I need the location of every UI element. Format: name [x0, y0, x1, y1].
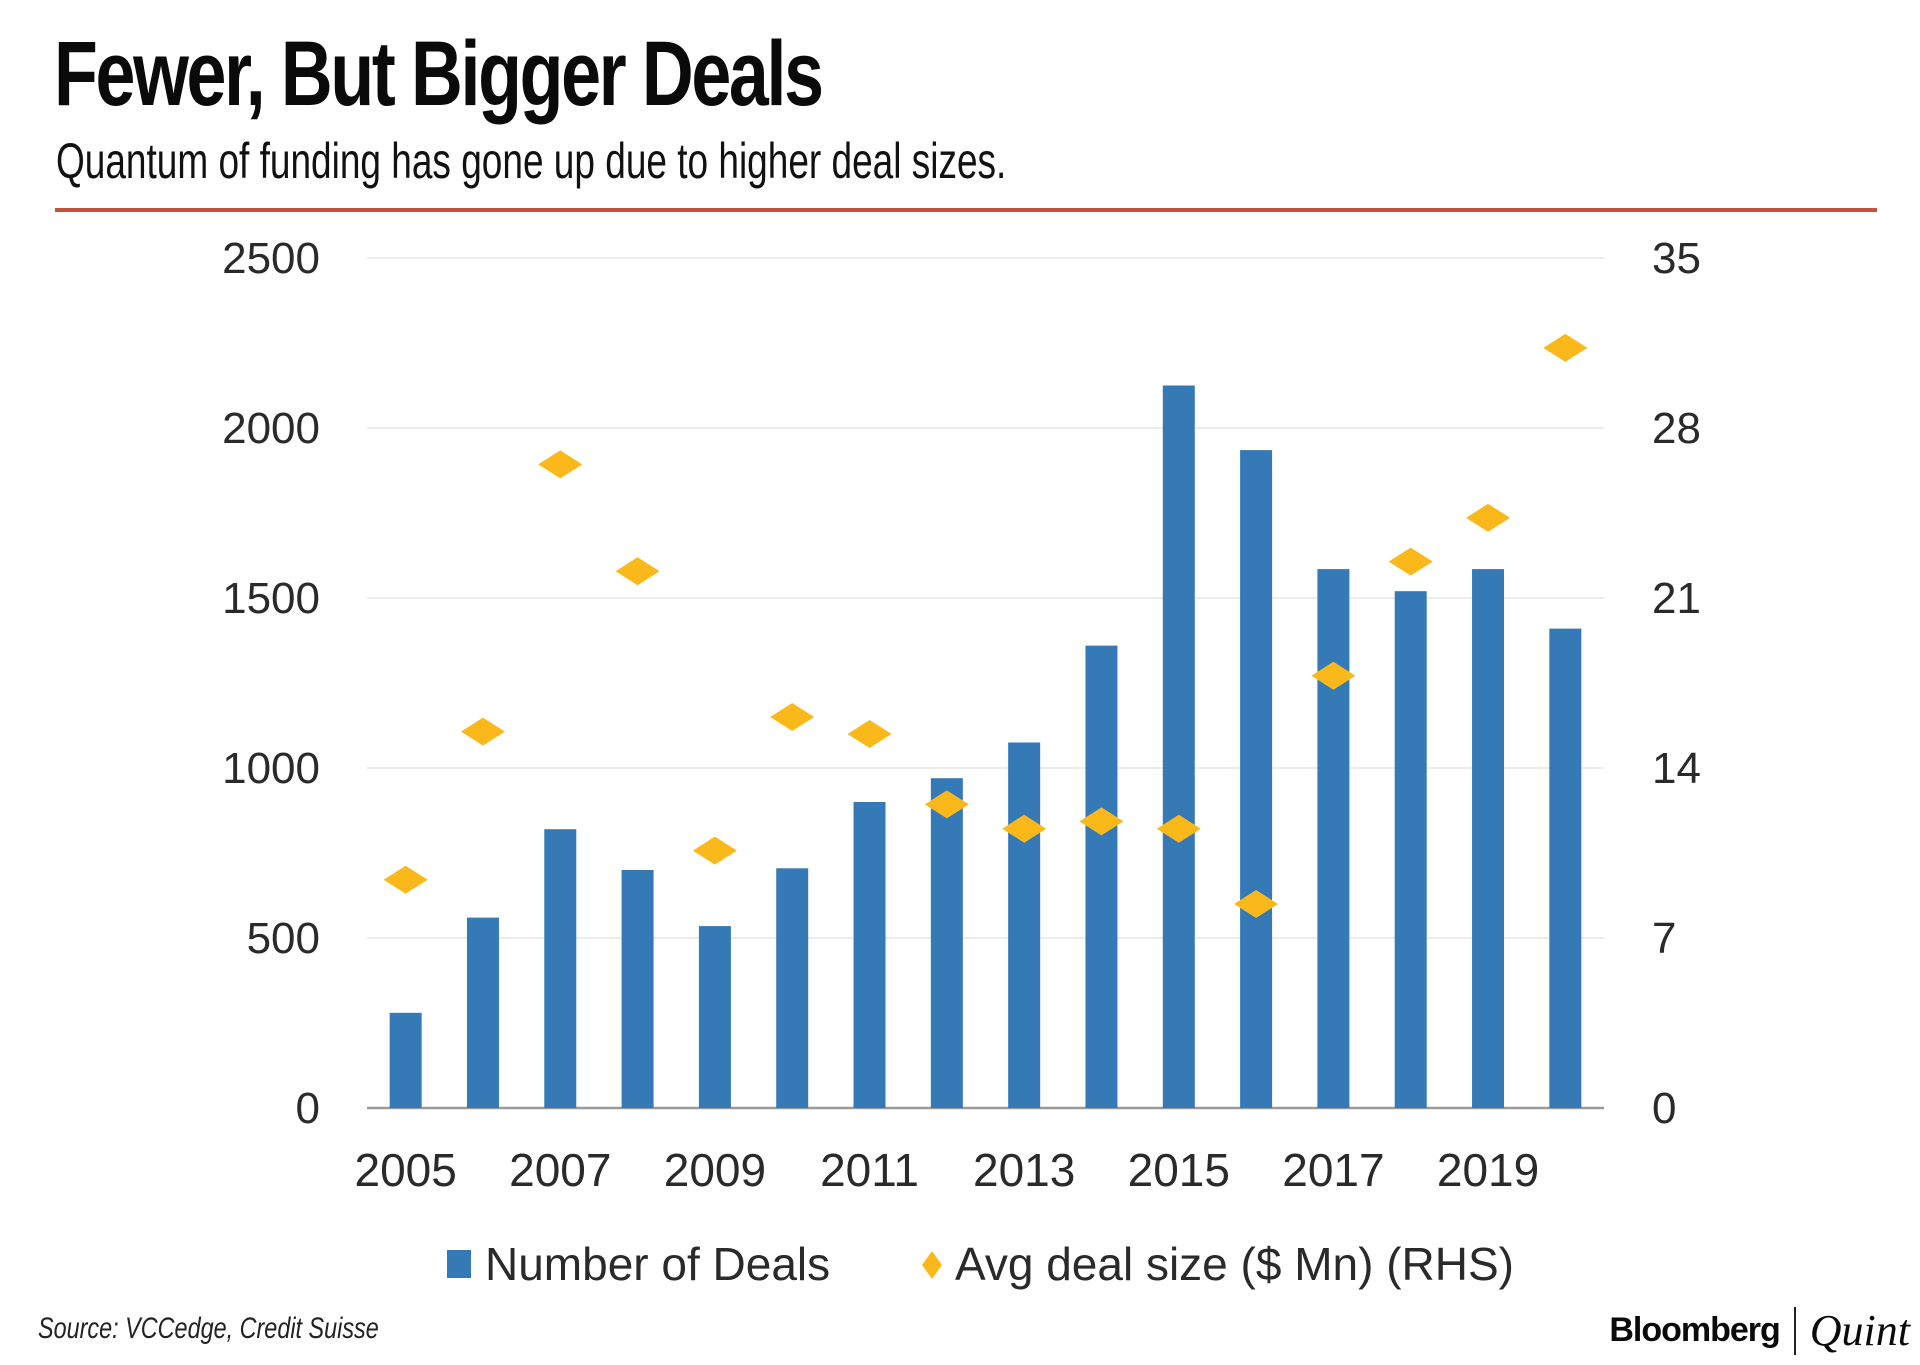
y2-tick-label: 0: [1652, 1084, 1676, 1133]
y2-tick-label: 21: [1652, 574, 1701, 623]
diamond-point: [1311, 661, 1356, 690]
y-tick-label: 2500: [222, 234, 320, 283]
legend-bar-swatch: [447, 1250, 471, 1278]
bar: [1549, 628, 1582, 1108]
bar: [1240, 450, 1273, 1109]
bar: [1008, 742, 1041, 1108]
brand-bloomberg: Bloomberg: [1609, 1311, 1780, 1349]
bar: [1394, 591, 1427, 1108]
diamond-point: [1156, 814, 1201, 843]
diamond-point: [1002, 814, 1047, 843]
bar: [1162, 385, 1195, 1108]
bar: [1317, 569, 1350, 1108]
y-tick-label: 1500: [222, 574, 320, 623]
diamond-point: [1234, 890, 1279, 918]
x-tick-label: 2011: [820, 1144, 919, 1196]
diamond-point: [615, 557, 660, 586]
x-tick-label: 2013: [973, 1144, 1075, 1196]
title-divider: [55, 208, 1877, 212]
legend-label-deals: Number of Deals: [485, 1238, 830, 1290]
bar: [621, 870, 654, 1108]
y2-tick-label: 28: [1652, 404, 1701, 453]
y-tick-label: 1000: [222, 744, 320, 793]
y-tick-label: 2000: [222, 404, 320, 453]
diamond-point: [460, 717, 505, 746]
brand-separator: [1793, 1306, 1796, 1355]
x-tick-label: 2015: [1128, 1144, 1230, 1196]
diamond-point: [770, 703, 815, 731]
bar: [930, 778, 963, 1108]
bar: [389, 1012, 422, 1108]
bar: [853, 802, 886, 1108]
legend-diamond-swatch: [922, 1251, 942, 1279]
brand-logo: Bloomberg Quint: [1609, 1305, 1910, 1356]
y2-tick-label: 14: [1652, 744, 1701, 793]
brand-quint: Quint: [1809, 1306, 1910, 1355]
bar: [1472, 569, 1505, 1108]
bar: [698, 926, 731, 1108]
y-axis-left: 0 500 1000 1500 2000 2500: [222, 234, 320, 1133]
x-tick-label: 2009: [664, 1144, 766, 1196]
legend-label-avg-size: Avg deal size ($ Mn) (RHS): [955, 1238, 1514, 1290]
diamond-point: [538, 450, 583, 479]
diamond-point: [1079, 807, 1124, 836]
source-note: Source: VCCedge, Credit Suisse: [38, 1312, 379, 1345]
x-tick-label: 2005: [354, 1144, 456, 1196]
y2-tick-label: 35: [1652, 234, 1701, 283]
chart-title: Fewer, But Bigger Deals: [54, 23, 824, 125]
diamond-point: [692, 836, 737, 865]
legend: Number of Deals Avg deal size ($ Mn) (RHS…: [447, 1238, 1514, 1290]
x-tick-label: 2007: [509, 1144, 611, 1196]
diamond-point: [1466, 503, 1511, 532]
y-tick-label: 500: [247, 914, 320, 963]
y-axis-right: 0 7 14 21 28 35: [1652, 234, 1701, 1133]
diamonds-series: [383, 333, 1588, 918]
diamond-point: [1543, 333, 1588, 362]
x-tick-label: 2019: [1437, 1144, 1539, 1196]
bar: [1085, 645, 1118, 1108]
y2-tick-label: 7: [1652, 914, 1676, 963]
y-tick-label: 0: [296, 1084, 320, 1133]
diamond-point: [1388, 547, 1433, 576]
x-axis: 2005 2007 2009 2011 2013 2015 2017 2019: [354, 1144, 1539, 1196]
bars-series: [389, 385, 1582, 1109]
diamond-point: [924, 790, 969, 819]
bar: [776, 868, 809, 1108]
chart-subtitle: Quantum of funding has gone up due to hi…: [56, 133, 1007, 189]
diamond-point: [383, 865, 428, 894]
bar: [544, 829, 577, 1108]
x-tick-label: 2017: [1282, 1144, 1384, 1196]
bar: [466, 917, 499, 1108]
diamond-point: [847, 720, 892, 748]
